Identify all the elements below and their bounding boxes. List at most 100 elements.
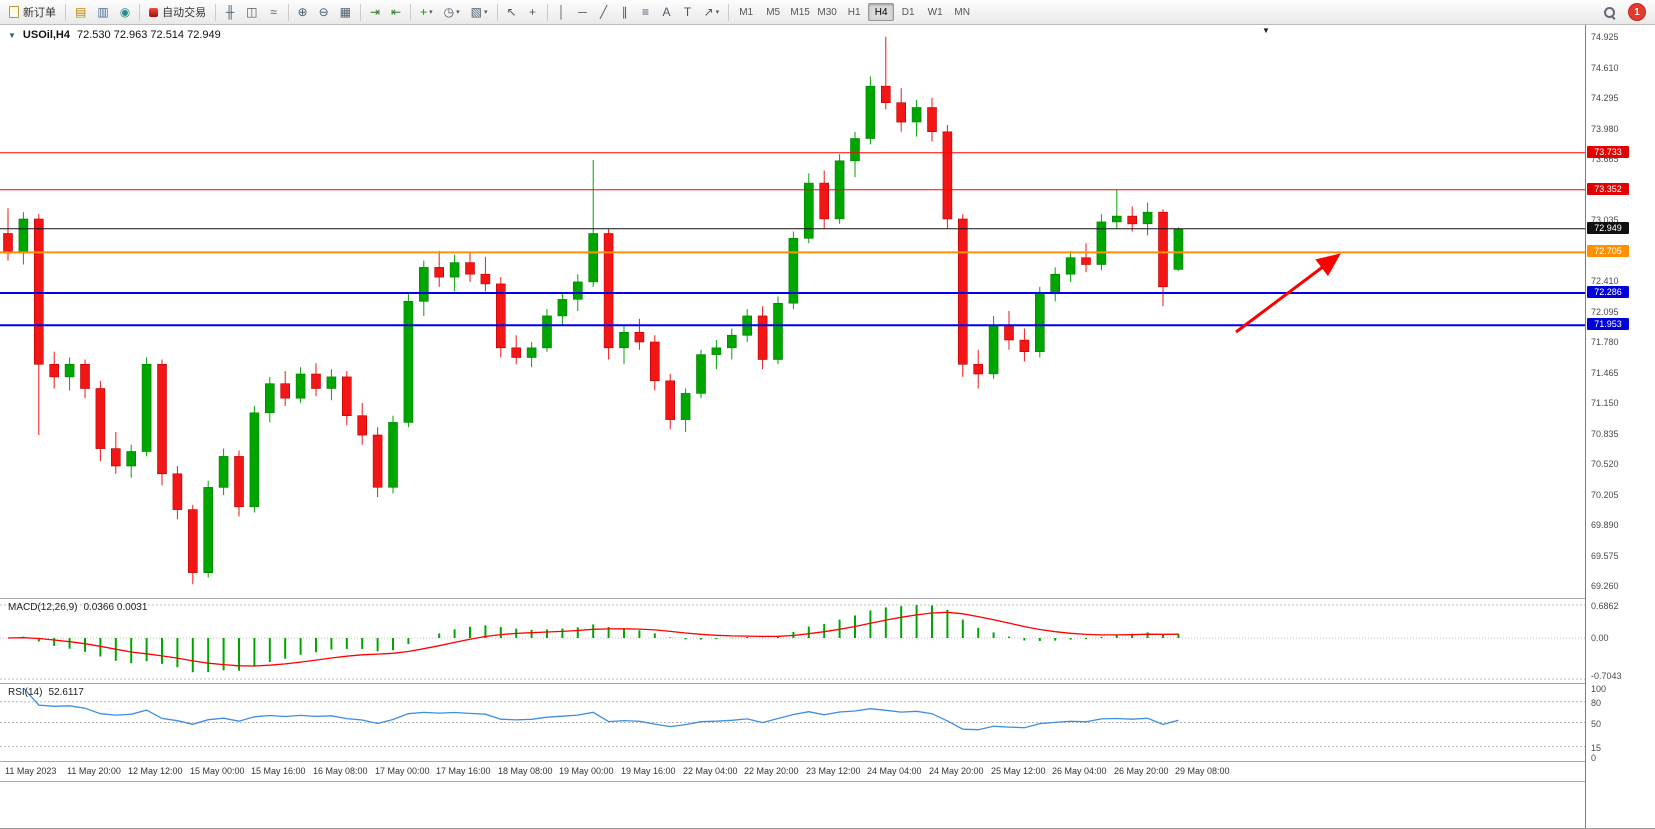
price-axis-label: 72.095 bbox=[1591, 307, 1619, 317]
symbol-dropdown-icon[interactable]: ▼ bbox=[8, 30, 16, 40]
time-axis[interactable]: 11 May 2023 11 May 20:00 12 May 12:00 15 Ma… bbox=[0, 764, 1585, 782]
timeframe-button-h4[interactable]: H4 bbox=[868, 3, 895, 21]
toolbar-separator bbox=[496, 3, 498, 21]
vertical-line-icon: │ bbox=[557, 5, 566, 19]
charts-group-icon: ▥ bbox=[97, 5, 109, 19]
tile-windows-button[interactable]: ▦ bbox=[335, 2, 356, 22]
candlestick-chart-icon: ◫ bbox=[246, 5, 258, 19]
toolbar-separator bbox=[65, 3, 66, 21]
price-tag-72.705: 72.705 bbox=[1587, 245, 1629, 257]
symbol-period: USOil,H4 bbox=[22, 29, 70, 41]
toolbar-separator bbox=[139, 3, 141, 21]
arrows-button[interactable]: ↗ ▾ bbox=[699, 2, 725, 22]
time-axis-label: 22 May 20:00 bbox=[744, 766, 799, 776]
terminal-button[interactable]: ▤ bbox=[70, 2, 91, 22]
auto-trading-icon bbox=[149, 7, 159, 17]
timeframe-button-m15[interactable]: M15 bbox=[790, 6, 810, 18]
zoom-out-button[interactable]: ⊖ bbox=[314, 2, 334, 22]
price-tag-73.352: 73.352 bbox=[1587, 183, 1629, 195]
terminal-icon: ▤ bbox=[75, 5, 87, 19]
horizontal-line-button[interactable]: ─ bbox=[573, 2, 593, 22]
price-scale[interactable]: 74.925 74.610 74.295 73.980 73.665 73.035 72.4… bbox=[1585, 25, 1655, 828]
timeframe-button-mn[interactable]: MN bbox=[954, 6, 970, 18]
templates-button[interactable]: ▧ ▾ bbox=[466, 2, 493, 22]
time-axis-label: 19 May 00:00 bbox=[559, 766, 614, 776]
price-tag-72.949: 72.949 bbox=[1587, 222, 1629, 234]
rsi-label: RSI(14) bbox=[8, 687, 43, 698]
timeframe-button-h1[interactable]: H1 bbox=[847, 6, 861, 18]
timeframe-button-m1[interactable]: M1 bbox=[739, 6, 754, 18]
timeframe-button-m5[interactable]: M5 bbox=[766, 6, 781, 18]
price-tag-72.286: 72.286 bbox=[1587, 286, 1629, 298]
toolbar-separator bbox=[359, 3, 361, 21]
tile-windows-icon: ▦ bbox=[339, 5, 351, 19]
periods-icon: ◷ bbox=[443, 5, 455, 19]
macd-indicator-chart[interactable] bbox=[0, 599, 1585, 683]
price-tag-73.733: 73.733 bbox=[1587, 146, 1629, 158]
timeframe-button-w1[interactable]: W1 bbox=[927, 6, 943, 18]
charts-group-button[interactable]: ▥ bbox=[92, 2, 113, 22]
auto-trading-button[interactable]: 自动交易 bbox=[144, 2, 211, 22]
macd-panel-separator[interactable] bbox=[0, 598, 1585, 599]
new-order-button[interactable]: 新订单 bbox=[4, 2, 61, 22]
crosshair-button[interactable]: + bbox=[523, 2, 543, 22]
time-axis-label: 17 May 00:00 bbox=[375, 766, 430, 776]
price-axis-label: 74.295 bbox=[1591, 93, 1619, 103]
auto-scroll-button[interactable]: ⇥ bbox=[365, 2, 385, 22]
price-axis-label: 70.520 bbox=[1591, 459, 1619, 469]
time-axis-label: 24 May 04:00 bbox=[867, 766, 922, 776]
chart-shift-button[interactable]: ⇤ bbox=[386, 2, 406, 22]
time-axis-label: 11 May 20:00 bbox=[67, 766, 121, 776]
notification-badge[interactable]: 1 bbox=[1629, 4, 1645, 20]
candlestick-chart[interactable] bbox=[0, 25, 1585, 598]
toolbar-left: 新订单 ▤ ▥ ◉ 自动交易 ╫ ◫ ≈ ⊕ ⊖ ▦ ⇥ ⇤ + ▾ ◷ ▾ ▧ ▾ ↖ + │ ─ ╱ ∥ ≡ A T ↗ ▾ M1 M5 M… bbox=[4, 2, 975, 22]
macd-label: MACD(12,26,9) bbox=[8, 602, 78, 613]
price-axis-label: 73.035 bbox=[1591, 215, 1619, 225]
rsi-indicator-chart[interactable] bbox=[0, 684, 1585, 761]
chart-window: ▼ USOil,H4 72.530 72.963 72.514 72.949 ▼… bbox=[0, 25, 1585, 828]
text-icon: A bbox=[662, 5, 671, 19]
timeframe-button-m30[interactable]: M30 bbox=[817, 6, 837, 18]
chart-shift-marker[interactable]: ▼ bbox=[1262, 26, 1270, 35]
macd-axis-label: 0.00 bbox=[1591, 633, 1609, 643]
trendline-button[interactable]: ╱ bbox=[594, 2, 614, 22]
search-button[interactable] bbox=[1598, 2, 1621, 22]
rsi-panel-separator[interactable] bbox=[0, 683, 1585, 684]
vertical-line-button[interactable]: │ bbox=[552, 2, 572, 22]
rsi-axis-label: 80 bbox=[1591, 698, 1602, 708]
time-axis-label: 11 May 2023 bbox=[5, 766, 57, 776]
price-axis-label: 71.465 bbox=[1591, 368, 1619, 378]
cursor-button[interactable]: ↖ bbox=[502, 2, 522, 22]
time-axis-label: 22 May 04:00 bbox=[683, 766, 738, 776]
price-axis-label: 70.835 bbox=[1591, 429, 1619, 439]
price-axis-label: 73.665 bbox=[1591, 154, 1619, 164]
rsi-value: 52.6117 bbox=[48, 687, 84, 698]
rsi-axis-label: 0 bbox=[1591, 753, 1597, 763]
time-axis-label: 17 May 16:00 bbox=[436, 766, 491, 776]
time-axis-label: 29 May 08:00 bbox=[1175, 766, 1230, 776]
bar-chart-button[interactable]: ╫ bbox=[220, 2, 240, 22]
text-button[interactable]: A bbox=[657, 2, 677, 22]
community-button[interactable]: ◉ bbox=[115, 2, 135, 22]
auto-scroll-icon: ⇥ bbox=[369, 5, 381, 19]
periods-button[interactable]: ◷ ▾ bbox=[439, 2, 465, 22]
fibonacci-icon: ≡ bbox=[642, 5, 650, 19]
price-axis-label: 69.575 bbox=[1591, 551, 1619, 561]
templates-icon: ▧ bbox=[470, 5, 482, 19]
channel-button[interactable]: ∥ bbox=[615, 2, 635, 22]
cursor-icon: ↖ bbox=[506, 5, 517, 19]
line-chart-button[interactable]: ≈ bbox=[264, 2, 284, 22]
timeframe-button-d1[interactable]: D1 bbox=[901, 6, 915, 18]
rsi-axis-label: 50 bbox=[1591, 719, 1602, 729]
label-button[interactable]: T bbox=[678, 2, 698, 22]
macd-header: MACD(12,26,9) 0.0366 0.0031 bbox=[8, 602, 147, 613]
macd-axis-label: -0.7043 bbox=[1591, 671, 1622, 681]
fibonacci-button[interactable]: ≡ bbox=[636, 2, 656, 22]
time-axis-label: 15 May 00:00 bbox=[190, 766, 245, 776]
zoom-in-button[interactable]: ⊕ bbox=[293, 2, 313, 22]
candlestick-chart-button[interactable]: ◫ bbox=[241, 2, 262, 22]
add-indicator-button[interactable]: + ▾ bbox=[415, 2, 438, 22]
label-icon: T bbox=[683, 5, 692, 19]
price-axis-label: 73.980 bbox=[1591, 124, 1619, 134]
